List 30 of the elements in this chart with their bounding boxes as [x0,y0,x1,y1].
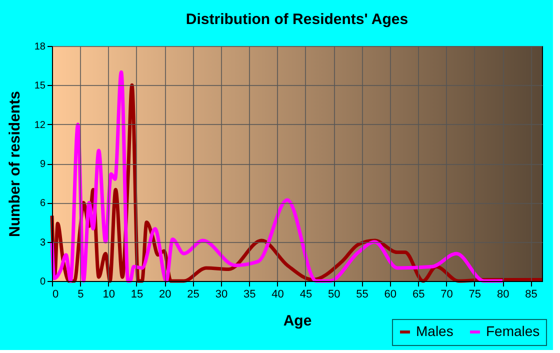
x-tick-label: 55 [356,288,368,300]
x-tick-label: 20 [159,288,172,300]
x-tick-label: 0 [52,288,59,300]
y-tick-label: 3 [40,237,46,248]
y-tick-label: 6 [40,198,46,210]
x-tick-label: 70 [440,288,453,300]
x-tick-label: 40 [272,288,284,300]
x-tick-label: 80 [496,288,510,300]
x-tick-label: 45 [300,288,312,300]
x-tick-label: 5 [78,288,84,300]
x-tick-label: 85 [525,288,538,300]
legend-label: Females [486,323,540,339]
x-tick-label: 35 [244,288,256,300]
legend-label: Males [416,323,454,339]
x-tick-label: 75 [468,288,482,300]
y-tick-label: 9 [40,159,46,170]
y-axis-title: Number of residents [6,91,24,237]
x-tick-label: 50 [328,288,340,300]
x-tick-label: 25 [187,288,200,300]
y-tick-label: 0 [40,276,46,288]
x-tick-label: 15 [130,288,144,300]
x-tick-label: 60 [384,288,397,300]
x-tick-label: 30 [215,288,228,300]
y-tick-label: 12 [34,120,46,131]
y-tick-label: 18 [34,42,46,52]
y-tick-label: 15 [34,80,46,92]
x-axis-title: Age [283,312,312,330]
x-tick-label: 65 [412,288,425,300]
x-tick-label: 10 [102,288,115,300]
chart-title: Distribution of Residents' Ages [186,11,408,28]
